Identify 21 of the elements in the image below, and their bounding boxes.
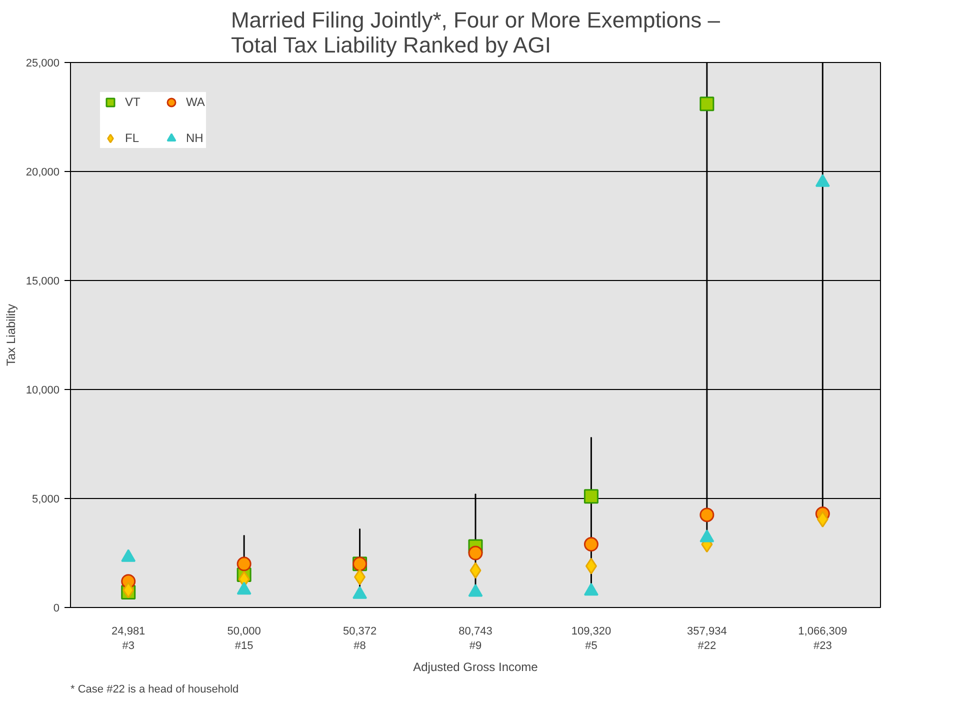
x-axis-title: Adjusted Gross Income xyxy=(413,660,538,674)
x-tick-label: 80,743 #9 xyxy=(458,626,492,652)
y-tick-label: 5,000 xyxy=(32,494,60,506)
x-tick-label: 50,372 #8 xyxy=(342,626,377,652)
legend-label: VT xyxy=(125,95,142,109)
x-tick-label: 357,934 #22 xyxy=(687,626,727,652)
y-tick-label: 10,000 xyxy=(26,384,60,396)
x-tick-label: 50,000 #15 xyxy=(227,626,261,652)
y-tick-label: 20,000 xyxy=(26,166,60,178)
chart-title: Married Filing Jointly*, Four or More Exemptions – Total Tax Liability Ranked by AGI xyxy=(230,8,721,58)
x-tick-label: 1,066,309 #23 xyxy=(798,626,848,652)
y-tick-label: 15,000 xyxy=(26,276,60,288)
x-tick-label: 109,320 #5 xyxy=(571,626,612,652)
y-tick-label: 25,000 xyxy=(26,58,60,70)
legend-label: WA xyxy=(186,95,206,109)
x-tick-label: 24,981 #3 xyxy=(112,626,146,652)
legend-label: NH xyxy=(186,131,204,145)
text: * Case #22 is a head of household xyxy=(70,684,239,696)
y-axis-title: Tax Liability xyxy=(4,304,18,366)
y-tick-label: 0 xyxy=(53,602,60,614)
legend-label: FL xyxy=(125,131,140,145)
